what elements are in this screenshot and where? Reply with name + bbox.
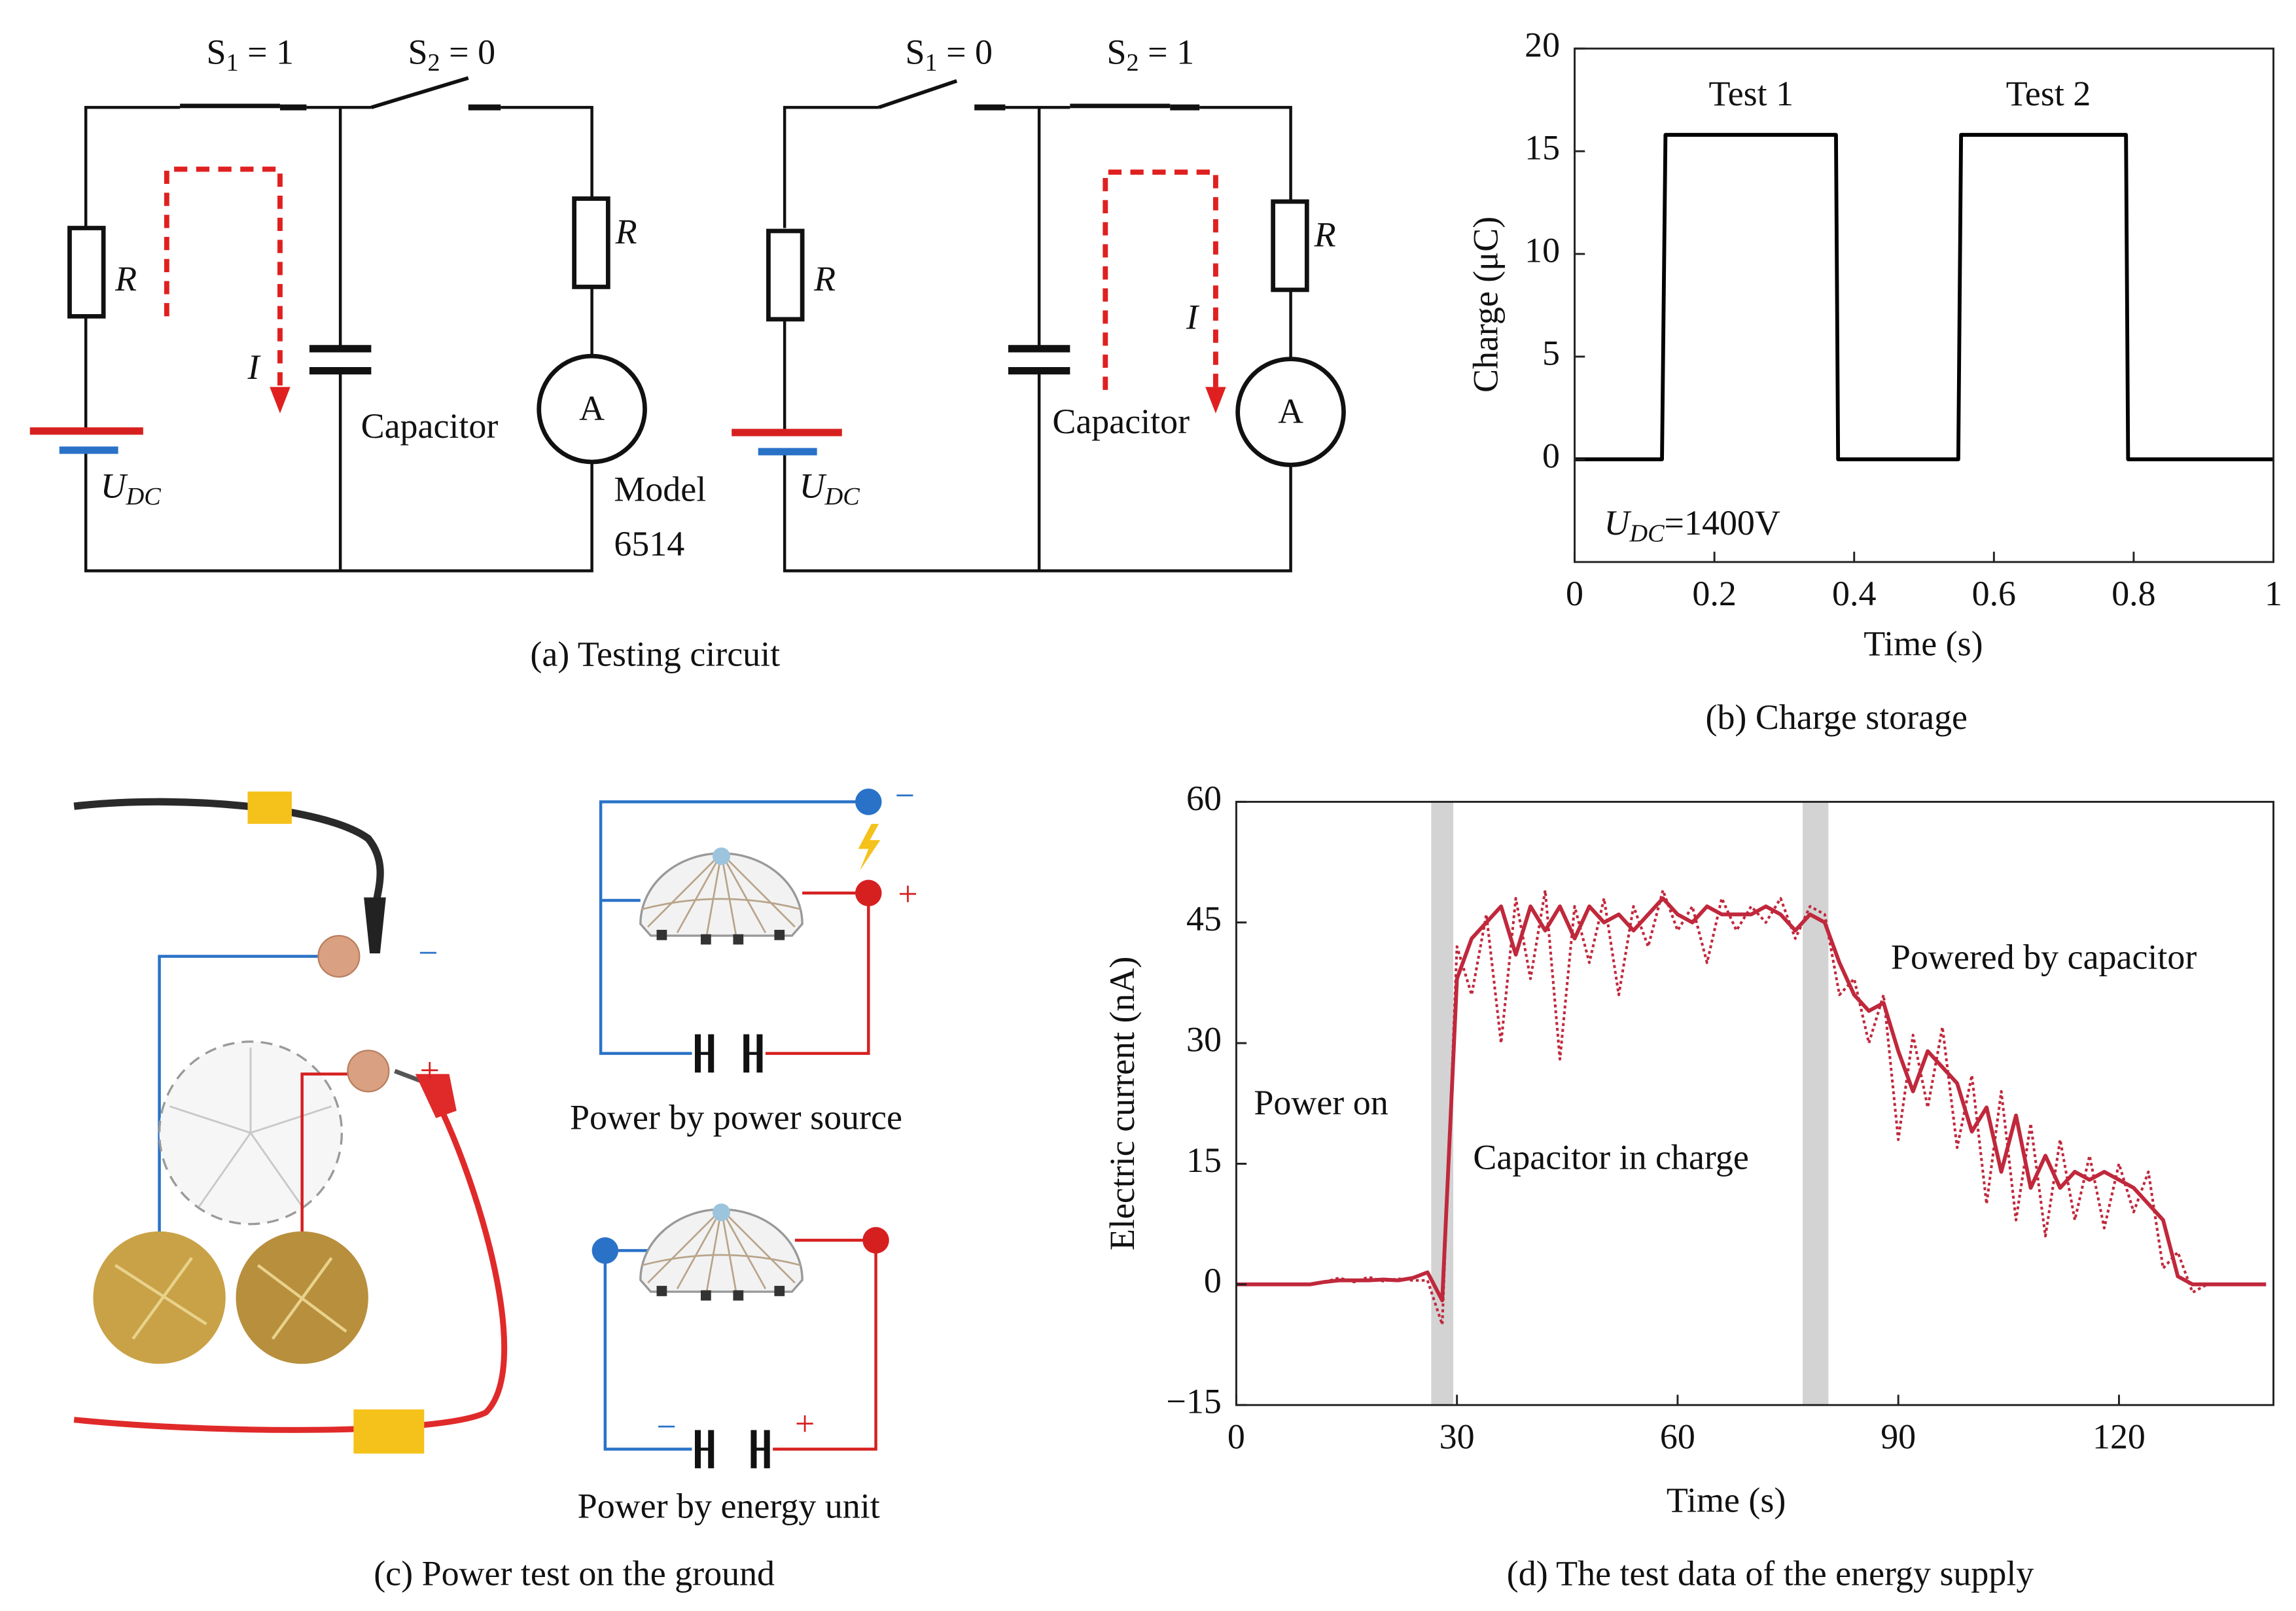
y-tick-label: 0 [1204, 1261, 1222, 1300]
source-label: UDC [800, 467, 860, 510]
meter-model: 6514 [614, 524, 684, 563]
resistor-label: R [615, 212, 637, 251]
switch-label: S1 = 0 [906, 33, 993, 77]
annotation: Power on [1254, 1083, 1388, 1122]
annotation: Test 1 [1709, 74, 1794, 113]
data-line [1236, 896, 2267, 1303]
sign: − [657, 1407, 677, 1446]
y-tick-label: 20 [1525, 26, 1560, 65]
x-axis-label: Time (s) [1863, 624, 1983, 664]
y-axis-label: Electric current (nA) [1103, 957, 1142, 1250]
annotation: Test 2 [2006, 74, 2091, 113]
resistor-label: R [1314, 215, 1336, 255]
x-tick-label: 0 [1227, 1417, 1245, 1457]
x-tick-label: 60 [1660, 1417, 1695, 1457]
plot-frame [1235, 800, 2274, 1406]
capacitor-label: Capacitor [361, 406, 499, 446]
sign: + [795, 1404, 815, 1443]
caption: (d) The test data of the energy supply [1507, 1554, 2034, 1593]
x-tick-label: 120 [2093, 1417, 2146, 1457]
y-tick-label: 45 [1186, 899, 1222, 938]
y-tick-label: 0 [1542, 436, 1560, 475]
diagram-label: Power by energy unit [578, 1486, 880, 1525]
x-tick-label: 0.6 [1972, 574, 2016, 613]
annotation: Capacitor in charge [1473, 1137, 1748, 1177]
y-tick-label: 60 [1186, 779, 1222, 818]
y-tick-label: 10 [1525, 230, 1560, 270]
source-diagram: − + Power by power source [570, 775, 918, 1137]
diagram-label: Power by power source [570, 1098, 902, 1137]
meter-model: Model [614, 470, 706, 509]
unit-diagram: − + Power by energy unit [578, 1202, 889, 1525]
resistor-label: R [115, 259, 137, 298]
ammeter-label: A [1278, 391, 1303, 431]
x-tick-label: 0.4 [1832, 574, 1876, 613]
ammeter-label: A [579, 389, 605, 428]
caption: (c) Power test on the ground [374, 1554, 775, 1593]
current-label: I [1186, 298, 1200, 337]
condition-label: UDC=1400V [1604, 503, 1780, 547]
photo: − + [73, 791, 508, 1454]
condition-subscript: DC [1629, 520, 1665, 547]
source-label: UDC [101, 467, 162, 510]
capacitor-label: Capacitor [1052, 402, 1190, 441]
x-tick-label: 1 [2265, 574, 2282, 613]
sign: − [895, 775, 915, 815]
x-tick-label: 90 [1881, 1417, 1916, 1457]
caption: (b) Charge storage [1705, 698, 1968, 737]
data-line [1574, 133, 2274, 461]
condition-value: =1400V [1665, 503, 1780, 542]
y-tick-label: 15 [1525, 128, 1560, 168]
switch-label: S1 = 1 [207, 33, 294, 77]
condition-symbol: U [1604, 503, 1632, 542]
annotation: Powered by capacitor [1891, 938, 2197, 977]
circuit-left: S1 = 1 S2 = 0 R R I Capacitor A UDC Mode… [29, 33, 706, 573]
switch-label: S2 = 0 [408, 33, 496, 77]
y-tick-label: −15 [1167, 1382, 1222, 1421]
current-label: I [247, 347, 261, 387]
sign: + [898, 874, 917, 913]
sign: + [420, 1051, 440, 1090]
highlight-span [1803, 802, 1829, 1406]
plot-frame [1574, 47, 2274, 563]
circuit-right: S1 = 0 S2 = 1 R R I Capacitor A UDC [732, 33, 1346, 573]
y-tick-label: 15 [1186, 1141, 1222, 1180]
caption: (a) Testing circuit [530, 634, 780, 673]
sign: − [418, 933, 438, 972]
resistor-label: R [813, 259, 836, 298]
x-tick-label: 0 [1566, 574, 1583, 613]
x-tick-label: 0.2 [1692, 574, 1736, 613]
y-tick-label: 30 [1186, 1020, 1222, 1059]
y-tick-label: 5 [1542, 333, 1560, 372]
x-tick-label: 30 [1439, 1417, 1475, 1457]
switch-label: S2 = 1 [1107, 33, 1195, 77]
x-tick-label: 0.8 [2111, 574, 2155, 613]
x-axis-label: Time (s) [1667, 1480, 1786, 1519]
y-axis-label: Charge (μC) [1466, 217, 1506, 393]
